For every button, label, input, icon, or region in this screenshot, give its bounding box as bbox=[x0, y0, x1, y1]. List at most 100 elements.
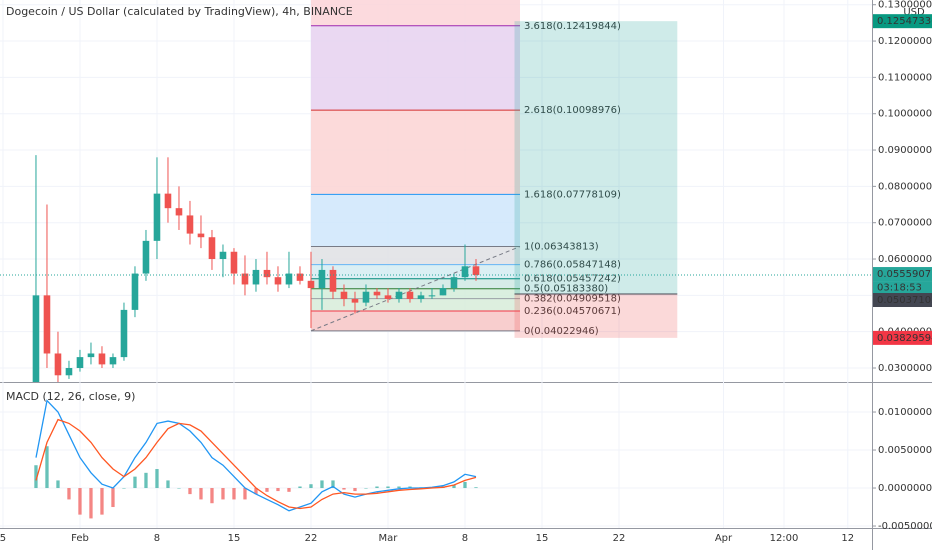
x-tick-label: 15 bbox=[228, 533, 241, 544]
histogram-bar bbox=[199, 488, 203, 500]
candle-body bbox=[252, 269, 260, 285]
x-tick-label: 5 bbox=[0, 533, 6, 544]
macd-pane bbox=[0, 399, 872, 527]
candle-body bbox=[164, 193, 172, 209]
candle-body bbox=[329, 269, 337, 292]
histogram-bar bbox=[67, 488, 71, 500]
fib-zone bbox=[310, 0, 520, 26]
candle-body bbox=[87, 353, 95, 358]
currency-label: USD bbox=[903, 7, 925, 18]
histogram-bar bbox=[89, 488, 93, 519]
candle-body bbox=[274, 277, 282, 285]
candle-body bbox=[65, 368, 73, 376]
macd-line bbox=[35, 399, 477, 512]
candle-body bbox=[98, 353, 106, 365]
fib-zone bbox=[310, 25, 520, 111]
current-price-label: 0.05559071 bbox=[877, 269, 932, 280]
stop-price-label: 0.03829594 bbox=[877, 333, 932, 344]
x-tick-label: 22 bbox=[613, 533, 626, 544]
position-stop bbox=[514, 294, 678, 338]
histogram-bar bbox=[254, 488, 258, 495]
candle-body bbox=[384, 295, 392, 299]
fib-label: 0.236(0.04570671) bbox=[524, 306, 621, 317]
candle-body bbox=[285, 273, 293, 285]
candle-body bbox=[428, 295, 436, 297]
x-tick-label: 12:00 bbox=[770, 533, 799, 544]
stop-price-label-bg bbox=[873, 330, 932, 345]
candle-body bbox=[406, 291, 414, 299]
candle-body bbox=[417, 295, 425, 299]
fib-label: 0.382(0.04909518) bbox=[524, 294, 621, 305]
target-price-label-bg bbox=[873, 14, 932, 29]
histogram-bar bbox=[221, 488, 225, 500]
candle-body bbox=[153, 193, 161, 241]
histogram-bar bbox=[210, 488, 214, 504]
histogram-bar bbox=[78, 488, 82, 515]
fib-label: 0.786(0.05847148) bbox=[524, 260, 621, 271]
candle-body bbox=[461, 266, 469, 278]
histogram-bar bbox=[265, 488, 269, 492]
candle-body bbox=[307, 280, 315, 289]
histogram-bar bbox=[155, 469, 159, 489]
candle-body bbox=[472, 266, 480, 276]
candle-body bbox=[43, 295, 51, 354]
histogram-bar bbox=[188, 488, 192, 495]
histogram-bar bbox=[111, 488, 115, 508]
candle-body bbox=[318, 269, 326, 289]
histogram-bar bbox=[232, 488, 236, 500]
candle-body bbox=[450, 277, 458, 289]
candle-body bbox=[197, 233, 205, 238]
fib-trend-line bbox=[310, 246, 521, 332]
x-tick-label: Apr bbox=[715, 533, 733, 544]
histogram-bar bbox=[309, 484, 313, 489]
fib-zone bbox=[310, 110, 520, 195]
candle-body bbox=[142, 240, 150, 274]
countdown: 03:18:53 bbox=[877, 283, 922, 294]
fib-label: 1(0.06343813) bbox=[524, 242, 599, 253]
histogram-bar bbox=[166, 480, 170, 489]
candle-body bbox=[439, 288, 447, 296]
x-tick-label: Mar bbox=[379, 533, 399, 544]
histogram-bar bbox=[408, 486, 412, 489]
entry-price-label: 0.05037102 bbox=[877, 295, 932, 306]
y-tick-label: 0.13000000 bbox=[878, 0, 932, 11]
price-pane: 0(0.04022946) 0.236(0.04570671)0.382(0.04… bbox=[0, 0, 872, 382]
x-tick-label: 8 bbox=[462, 533, 468, 544]
fib-zone bbox=[310, 194, 520, 247]
candle-body bbox=[175, 208, 183, 216]
candle-body bbox=[373, 291, 381, 296]
entry-price-label-bg bbox=[873, 293, 932, 308]
x-tick-label: 22 bbox=[305, 533, 318, 544]
candle-body bbox=[32, 295, 40, 382]
fib-zone bbox=[310, 298, 520, 311]
fib-zone bbox=[310, 288, 520, 299]
fib-label: 0.618(0.05457242) bbox=[524, 274, 621, 285]
indicator-title: MACD (12, 26, close, 9) bbox=[6, 390, 135, 403]
candle-body bbox=[208, 237, 216, 260]
candle-body bbox=[263, 269, 271, 278]
x-tick-label: 12 bbox=[841, 533, 854, 544]
countdown-bg bbox=[873, 281, 932, 295]
x-tick-label: 8 bbox=[154, 533, 160, 544]
current-price-label-bg bbox=[873, 267, 932, 282]
target-price-label: 0.12547336 bbox=[877, 16, 932, 27]
candle-body bbox=[340, 291, 348, 299]
histogram-bar bbox=[320, 480, 324, 489]
histogram-bar bbox=[375, 486, 379, 489]
fib-zone bbox=[310, 246, 520, 265]
histogram-bar bbox=[177, 488, 181, 489]
candle-body bbox=[395, 291, 403, 299]
x-tick-label: 15 bbox=[536, 533, 549, 544]
histogram-bar bbox=[331, 480, 335, 489]
histogram-bar bbox=[287, 488, 291, 492]
histogram-bar bbox=[463, 481, 467, 489]
